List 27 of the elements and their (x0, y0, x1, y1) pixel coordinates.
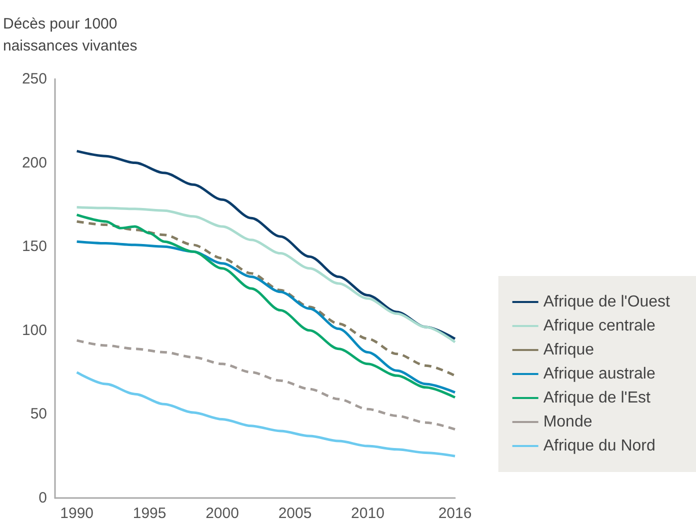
line-series (76, 214, 456, 399)
line-series (76, 339, 456, 431)
line-series (76, 371, 456, 458)
y-tick-label: 0 (38, 490, 47, 506)
y-axis-title: Décès pour 1000 naissances vivantes (3, 16, 138, 54)
legend-label: Afrique de l'Ouest (543, 294, 671, 310)
x-tick-label: 1990 (60, 505, 94, 521)
legend-label: Monde (543, 414, 592, 430)
x-tick-label: 2010 (351, 505, 384, 521)
x-tick-label: 2005 (278, 505, 312, 521)
legend-label: Afrique (543, 342, 594, 358)
x-tick-label: 2016 (438, 505, 472, 521)
y-tick-label: 50 (30, 406, 47, 423)
line-series (76, 220, 456, 377)
legend-label: Afrique centrale (543, 318, 656, 334)
y-tick-label: 150 (22, 238, 47, 256)
legend-label: Afrique de l'Est (543, 390, 651, 406)
legend-label: Afrique du Nord (543, 438, 656, 454)
line-series (76, 240, 456, 394)
legend-label: Afrique australe (543, 366, 656, 382)
y-tick-label: 250 (22, 70, 47, 88)
x-tick-label: 2000 (206, 505, 239, 521)
y-tick-label: 200 (22, 154, 47, 172)
line-series (76, 150, 456, 340)
y-tick-label: 100 (22, 322, 47, 339)
line-series (76, 206, 456, 344)
x-tick-label: 1995 (132, 505, 166, 521)
